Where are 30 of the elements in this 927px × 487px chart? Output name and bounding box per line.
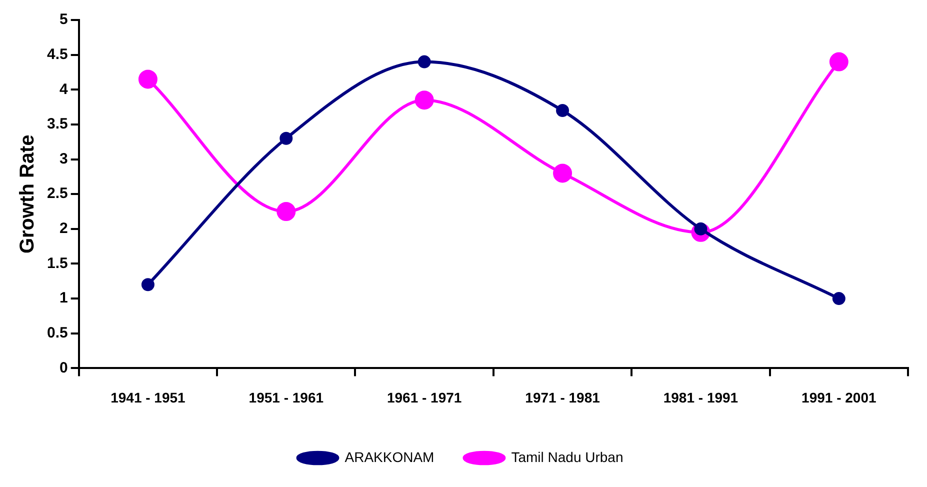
y-tick-label: 1: [60, 290, 68, 307]
y-tick-label: 2: [60, 220, 68, 238]
y-tick-label: 0: [60, 359, 68, 376]
point: [556, 104, 570, 118]
y-tick-label: 2.5: [46, 185, 68, 202]
point: [829, 52, 848, 72]
point: [141, 278, 154, 292]
x-tick-label: 1961 - 1971: [386, 389, 462, 406]
point: [414, 90, 434, 110]
point: [138, 70, 158, 89]
y-tick-label: 0.5: [46, 324, 68, 342]
y-axis-title: Growth Rate: [16, 134, 39, 254]
point: [418, 55, 431, 68]
y-tick-label: 3: [60, 150, 68, 168]
x-tick-label: 1941 - 1951: [110, 389, 186, 406]
legend-label: Tamil Nadu Urban: [511, 448, 624, 465]
point: [553, 164, 572, 183]
y-tick-label: 4.5: [46, 46, 68, 63]
x-tick-label: 1951 - 1961: [248, 389, 324, 406]
y-tick-label: 5: [60, 11, 68, 28]
point: [280, 132, 293, 145]
x-tick-label: 1981 - 1991: [663, 389, 738, 406]
y-tick-label: 3.5: [46, 116, 68, 133]
y-tick-label: 1.5: [46, 254, 68, 272]
y-tick-label: 4: [60, 80, 69, 98]
point: [832, 292, 846, 306]
x-tick-label: 1971 - 1981: [525, 389, 600, 406]
legend-label: ARAKKONAM: [344, 448, 434, 465]
x-tick-label: 1991 - 2001: [802, 389, 876, 406]
point: [276, 202, 296, 222]
